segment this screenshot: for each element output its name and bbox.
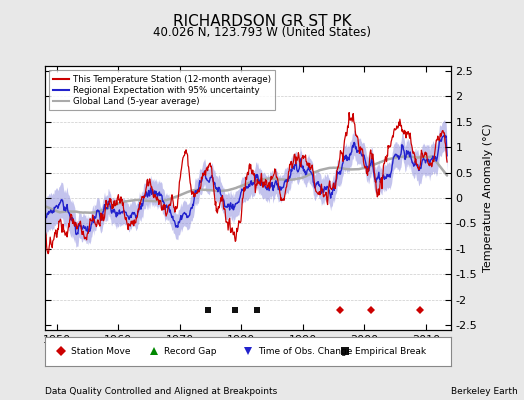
Text: Data Quality Controlled and Aligned at Breakpoints: Data Quality Controlled and Aligned at B… xyxy=(45,387,277,396)
Legend: This Temperature Station (12-month average), Regional Expectation with 95% uncer: This Temperature Station (12-month avera… xyxy=(49,70,275,110)
Text: Station Move: Station Move xyxy=(71,346,130,356)
Text: Record Gap: Record Gap xyxy=(165,346,217,356)
Text: Empirical Break: Empirical Break xyxy=(355,346,427,356)
Text: RICHARDSON GR ST PK: RICHARDSON GR ST PK xyxy=(173,14,351,29)
Text: 40.026 N, 123.793 W (United States): 40.026 N, 123.793 W (United States) xyxy=(153,26,371,39)
Y-axis label: Temperature Anomaly (°C): Temperature Anomaly (°C) xyxy=(483,124,493,272)
Text: Berkeley Earth: Berkeley Earth xyxy=(451,387,517,396)
Text: Time of Obs. Change: Time of Obs. Change xyxy=(258,346,352,356)
